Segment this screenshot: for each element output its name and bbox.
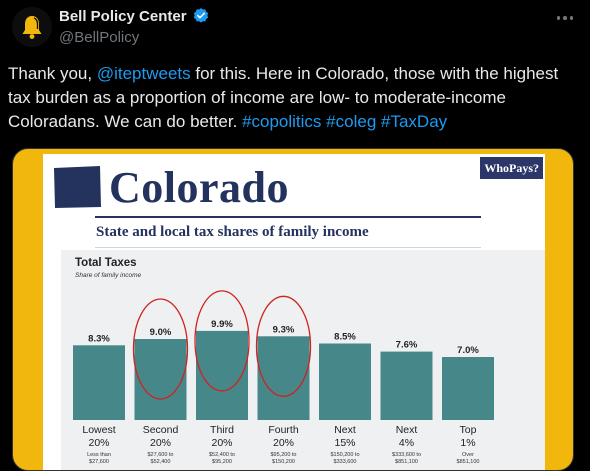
highlight-circle <box>194 290 250 392</box>
income-range-label: Over <box>462 452 474 458</box>
category-name-label: Second <box>143 424 179 436</box>
tweet-text-part: Thank you, <box>8 64 97 83</box>
colorado-map-icon <box>54 166 101 208</box>
author-display-name[interactable]: Bell Policy Center <box>59 7 187 25</box>
subtitle-rule <box>95 247 481 248</box>
category-share-label: 1% <box>460 437 475 449</box>
income-range-label: $851,100 <box>395 459 418 465</box>
income-range-label: $333,600 <box>334 459 357 465</box>
tweet-media-image[interactable]: Colorado WhoPays? State and local tax sh… <box>12 148 574 471</box>
category-share-label: 15% <box>334 437 355 449</box>
chart-subtitle: Share of family income <box>75 272 142 279</box>
bar-value-label: 9.3% <box>273 324 295 335</box>
category-share-label: 20% <box>88 437 109 449</box>
bar-value-label: 9.0% <box>150 327 172 338</box>
whopays-badge: WhoPays? <box>480 157 543 179</box>
more-options-icon[interactable] <box>554 10 576 26</box>
chart-bar <box>134 339 187 420</box>
chart-panel: Total Taxes Share of family income 8.3% L… <box>61 250 545 470</box>
chart-title: Total Taxes <box>75 257 137 269</box>
highlight-circle <box>255 295 312 397</box>
category-share-label: 20% <box>150 437 171 449</box>
infographic-card: Colorado WhoPays? State and local tax sh… <box>43 154 545 470</box>
bar-value-label: 7.6% <box>396 340 418 351</box>
category-name-label: Lowest <box>82 424 115 436</box>
state-title: Colorado <box>109 163 289 212</box>
author-handle[interactable]: @BellPolicy <box>59 29 140 46</box>
hashtag-link[interactable]: #coleg <box>326 112 377 131</box>
income-range-label: $333,600 to <box>392 452 421 458</box>
category-name-label: Next <box>396 424 418 436</box>
category-share-label: 20% <box>211 437 232 449</box>
income-range-label: $52,400 <box>151 459 171 465</box>
chart-bar <box>257 336 310 420</box>
author-name-row[interactable]: Bell Policy Center <box>59 7 210 25</box>
category-name-label: Top <box>460 424 477 436</box>
mention-link[interactable]: @iteptweets <box>96 64 191 83</box>
tweet-text-part: for this. Here in Colorado, those with t… <box>8 64 559 131</box>
chart-bar <box>442 357 494 420</box>
chart-bar <box>73 345 125 420</box>
income-range-label: $150,200 <box>272 459 295 465</box>
tweet-text: Thank you, @iteptweets for this. Here in… <box>8 62 568 134</box>
title-rule <box>95 216 481 218</box>
income-range-label: $150,200 to <box>330 452 359 458</box>
bar-value-label: 7.0% <box>457 345 479 356</box>
hashtag-link[interactable]: #TaxDay <box>381 112 448 131</box>
chart-bar <box>319 343 371 420</box>
hashtag-link[interactable]: #copolitics <box>242 112 322 131</box>
income-range-label: Less than <box>87 452 111 458</box>
income-range-label: $27,600 <box>89 459 109 465</box>
chart-bar <box>380 351 433 420</box>
verified-badge-icon <box>193 8 208 23</box>
bar-value-label: 8.3% <box>88 333 110 344</box>
category-name-label: Third <box>210 424 234 436</box>
category-share-label: 4% <box>399 437 414 449</box>
infographic-subtitle: State and local tax shares of family inc… <box>96 224 369 240</box>
bar-value-label: 8.5% <box>334 332 356 343</box>
category-name-label: Next <box>334 424 356 436</box>
category-share-label: 20% <box>273 437 294 449</box>
highlight-circle <box>132 298 189 400</box>
category-name-label: Fourth <box>268 424 299 436</box>
income-range-label: $27,600 to <box>148 452 174 458</box>
income-range-label: $851,100 <box>457 459 480 465</box>
bell-logo-icon[interactable] <box>12 7 52 47</box>
bar-value-label: 9.9% <box>211 319 233 330</box>
income-range-label: $95,200 <box>212 459 232 465</box>
chart-bar <box>196 330 248 420</box>
income-range-label: $95,200 to <box>271 452 297 458</box>
income-range-label: $52,400 to <box>209 452 235 458</box>
